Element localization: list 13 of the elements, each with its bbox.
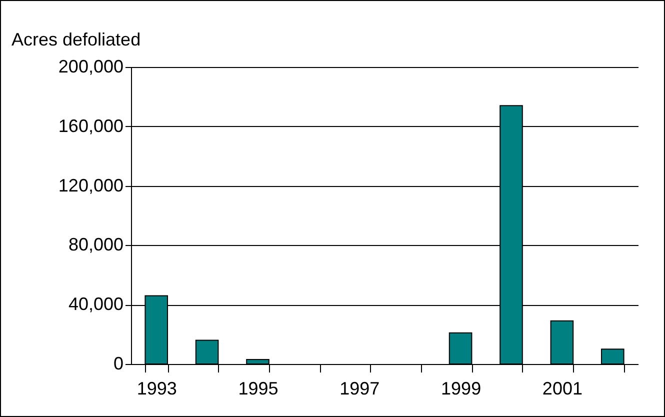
x-tick-label: 1993 <box>136 378 177 398</box>
x-tick-label: 1995 <box>238 378 278 398</box>
y-tick-label: 200,000 <box>58 56 124 76</box>
y-tick-label: 0 <box>113 354 124 374</box>
y-axis-title: Acres defoliated <box>12 30 141 50</box>
x-tick-label: 1999 <box>441 378 482 398</box>
y-tick-label: 80,000 <box>68 234 124 255</box>
x-tick-label: 1997 <box>340 378 380 398</box>
bar <box>448 332 472 364</box>
x-tick-label: 2001 <box>542 378 582 398</box>
y-tick-label: 120,000 <box>58 175 124 196</box>
y-tick-label: 40,000 <box>68 294 124 314</box>
y-tick-label: 160,000 <box>58 116 124 136</box>
